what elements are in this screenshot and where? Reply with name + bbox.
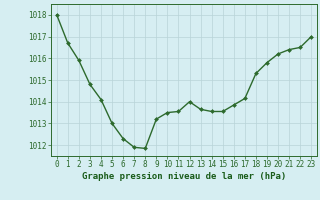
X-axis label: Graphe pression niveau de la mer (hPa): Graphe pression niveau de la mer (hPa) — [82, 172, 286, 181]
